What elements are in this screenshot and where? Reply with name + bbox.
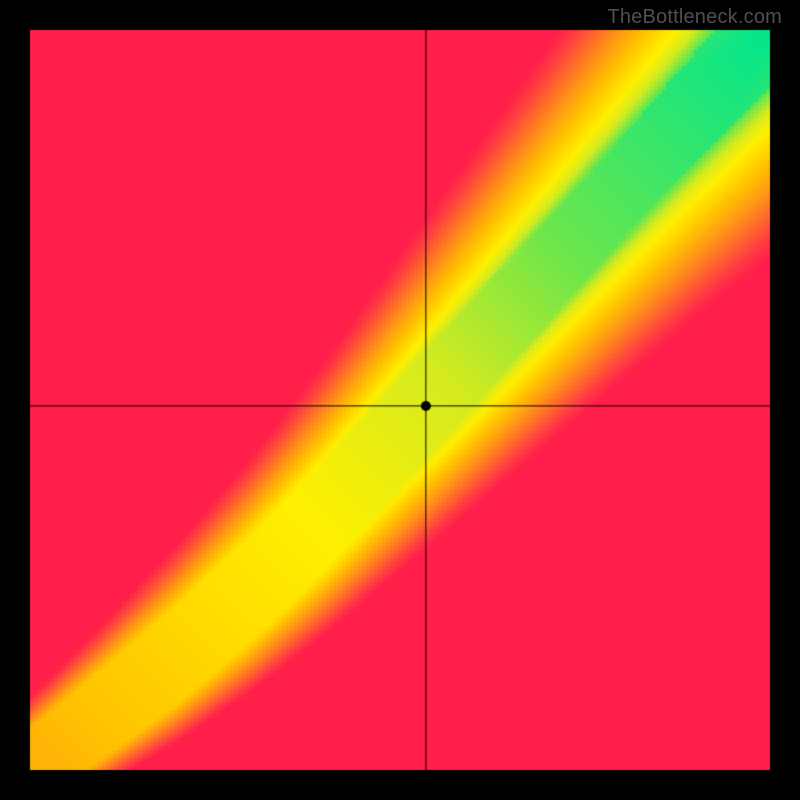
watermark-text: TheBottleneck.com <box>607 6 782 29</box>
bottleneck-heatmap <box>0 0 800 800</box>
chart-container: TheBottleneck.com <box>0 0 800 800</box>
